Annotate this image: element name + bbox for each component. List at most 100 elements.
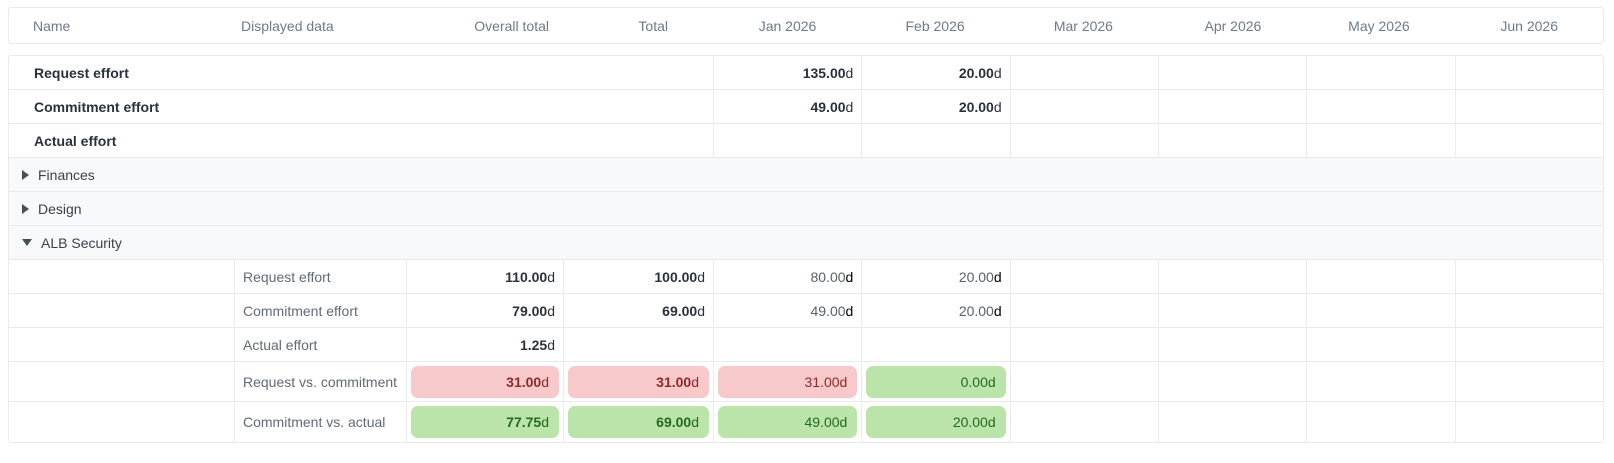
row-alb-security[interactable]: ALB Security xyxy=(9,226,1603,260)
triangle-right-icon xyxy=(22,169,29,180)
cell-jan xyxy=(713,328,861,361)
cell-value: 69.00 xyxy=(662,302,698,319)
cell-value: 20.00 xyxy=(958,268,994,285)
cell-unit: d xyxy=(697,268,705,285)
row-actual-effort: Actual effort 1.25 d xyxy=(9,328,1603,362)
row-request-effort: Request effort 110.00 d 100.00 d 80.00 d 20.00 d xyxy=(9,260,1603,294)
cell-unit: d xyxy=(697,302,705,319)
cell-may xyxy=(1306,90,1454,123)
cell-name-empty xyxy=(9,328,234,361)
cell-mar xyxy=(1009,90,1158,123)
cell-value: 1.25 xyxy=(519,336,548,353)
grid-body: Request effort 135.00 d 20.00 d Commitment ef… xyxy=(8,55,1604,443)
cell-may xyxy=(1306,362,1454,401)
column-header-jun-2026: Jun 2026 xyxy=(1500,17,1558,34)
displayed-data-label: Actual effort xyxy=(234,328,406,361)
cell-value: 31.00 xyxy=(506,373,542,390)
cell-value: 31.00 xyxy=(804,373,840,390)
cell-value: 49.00 xyxy=(804,414,840,430)
delta-pill-negative: 31.00 d xyxy=(411,365,559,398)
row-commitment-effort: Commitment effort 49.00 d 20.00 d xyxy=(9,90,1603,124)
column-header-total: Total xyxy=(638,17,668,34)
row-commitment-effort: Commitment effort 79.00 d 69.00 d 49.00 d 20.00… xyxy=(9,294,1603,328)
cell-value: 110.00 xyxy=(505,268,548,285)
group-label: Finances xyxy=(38,166,95,183)
cell-overall-total: 1.25 d xyxy=(406,328,563,361)
delta-pill-positive: 20.00 d xyxy=(866,406,1006,438)
cell-apr xyxy=(1157,328,1306,361)
cell-apr xyxy=(1157,362,1306,401)
grid-header: Name Displayed data Overall total Total … xyxy=(8,7,1604,44)
cell-feb: 0.00 d xyxy=(861,362,1009,401)
row-commitment-vs-actual: Commitment vs. actual 77.75 d 69.00 d 49.00 d 2… xyxy=(9,402,1603,442)
row-actual-effort: Actual effort xyxy=(9,124,1603,158)
cell-feb: 20.00 d xyxy=(861,294,1009,327)
cell-unit: d xyxy=(547,302,555,319)
cell-total: 69.00 d xyxy=(563,294,713,327)
cell-value: 31.00 xyxy=(656,373,692,390)
cell-jun xyxy=(1454,328,1603,361)
cell-value: 80.00 xyxy=(810,268,846,285)
cell-unit: d xyxy=(993,268,1002,285)
cell-jan: 31.00 d xyxy=(713,362,861,401)
cell-unit: d xyxy=(691,373,699,390)
cell-unit: d xyxy=(547,336,555,353)
delta-pill-negative: 31.00 d xyxy=(568,365,709,398)
cell-jun xyxy=(1454,124,1603,157)
delta-pill-positive: 49.00 d xyxy=(718,406,858,438)
cell-jan xyxy=(713,124,861,157)
cell-jan: 49.00 d xyxy=(713,90,861,123)
summary-label: Request effort xyxy=(34,64,129,81)
cell-mar xyxy=(1009,328,1158,361)
cell-unit: d xyxy=(845,268,854,285)
cell-mar xyxy=(1009,124,1158,157)
cell-value: 135.00 xyxy=(802,64,846,81)
cell-apr xyxy=(1157,56,1306,89)
cell-jan: 80.00 d xyxy=(713,260,861,293)
row-design[interactable]: Design xyxy=(9,192,1603,226)
cell-unit: d xyxy=(845,64,854,81)
column-header-name: Name xyxy=(33,17,71,34)
cell-may xyxy=(1306,402,1454,442)
cell-jan: 49.00 d xyxy=(713,294,861,327)
cell-jun xyxy=(1454,260,1603,293)
cell-total: 31.00 d xyxy=(563,362,713,401)
column-header-overall-total: Overall total xyxy=(474,17,549,34)
cell-name-empty xyxy=(9,260,234,293)
cell-jun xyxy=(1454,362,1603,401)
cell-feb: 20.00 d xyxy=(861,402,1009,442)
column-header-apr-2026: Apr 2026 xyxy=(1204,17,1262,34)
cell-jan: 49.00 d xyxy=(713,402,861,442)
cell-apr xyxy=(1157,402,1306,442)
cell-may xyxy=(1306,124,1454,157)
cell-unit: d xyxy=(845,98,854,115)
cell-feb: 20.00 d xyxy=(861,90,1009,123)
cell-value: 49.00 xyxy=(810,98,846,115)
row-finances[interactable]: Finances xyxy=(9,158,1603,192)
cell-unit: d xyxy=(839,414,848,430)
row-request-vs-commitment: Request vs. commitment 31.00 d 31.00 d 31.00 d… xyxy=(9,362,1603,402)
column-header-may-2026: May 2026 xyxy=(1348,17,1410,34)
summary-label: Actual effort xyxy=(34,132,117,149)
cell-jan: 135.00 d xyxy=(713,56,861,89)
cell-may xyxy=(1306,328,1454,361)
cell-mar xyxy=(1009,362,1158,401)
row-request-effort: Request effort 135.00 d 20.00 d xyxy=(9,56,1603,90)
cell-unit: d xyxy=(987,414,996,430)
cell-unit: d xyxy=(845,302,854,319)
cell-value: 20.00 xyxy=(952,414,988,430)
cell-unit: d xyxy=(993,64,1002,81)
cell-apr xyxy=(1157,124,1306,157)
group-label: Design xyxy=(38,200,82,217)
delta-pill-positive: 77.75 d xyxy=(411,406,559,438)
cell-feb: 20.00 d xyxy=(861,56,1009,89)
cell-jun xyxy=(1454,402,1603,442)
column-header-mar-2026: Mar 2026 xyxy=(1053,17,1113,34)
cell-mar xyxy=(1009,56,1158,89)
triangle-right-icon xyxy=(22,203,29,214)
cell-overall-total: 77.75 d xyxy=(406,402,563,442)
column-header-displayed-data: Displayed data xyxy=(241,17,334,34)
column-header-feb-2026: Feb 2026 xyxy=(905,17,965,34)
cell-unit: d xyxy=(691,414,699,430)
cell-name-empty xyxy=(9,362,234,401)
